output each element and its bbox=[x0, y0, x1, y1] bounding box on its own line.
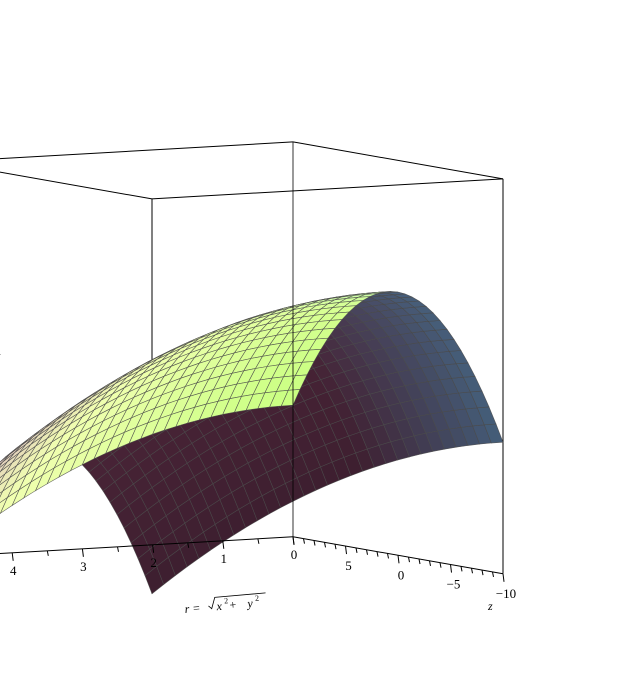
y-tick bbox=[502, 573, 505, 582]
surface-patch bbox=[280, 389, 301, 407]
x-tick bbox=[257, 538, 260, 544]
x-axis-title-y-exp: 2 bbox=[255, 594, 260, 603]
x-tick bbox=[187, 542, 190, 548]
y-tick-label: 5 bbox=[345, 558, 352, 573]
y-tick bbox=[387, 553, 389, 559]
box-edge bbox=[0, 141, 294, 160]
y-tick-label: −10 bbox=[496, 586, 516, 601]
axis-ticks: 20100−10−20−30−40−5054321050−5−10 bbox=[10, 536, 516, 601]
y-tick bbox=[324, 542, 326, 548]
y-tick bbox=[439, 562, 442, 568]
x-axis-title-prefix: r = bbox=[184, 601, 201, 616]
x-axis-title-plus: + bbox=[229, 598, 237, 613]
y-tick bbox=[429, 560, 431, 566]
x-axis-title-x: x bbox=[215, 599, 223, 614]
x-tick bbox=[46, 550, 49, 556]
x-tick bbox=[11, 552, 14, 561]
y-tick bbox=[418, 558, 421, 565]
y-tick bbox=[366, 549, 368, 555]
y-tick-label: −5 bbox=[447, 577, 461, 592]
y-tick bbox=[471, 568, 473, 574]
x-tick bbox=[152, 544, 155, 553]
x-tick-label: 1 bbox=[221, 551, 228, 566]
x-tick-label: 0 bbox=[291, 547, 298, 562]
y-tick bbox=[481, 570, 484, 576]
box-edge bbox=[151, 178, 504, 200]
x-tick-label: 3 bbox=[80, 559, 87, 574]
y-tick-label: 0 bbox=[398, 567, 405, 582]
box-edge bbox=[292, 141, 504, 180]
svg-text:2: 2 bbox=[255, 594, 260, 603]
x-axis-title-x-exp: 2 bbox=[224, 596, 229, 605]
svg-text:+: + bbox=[229, 598, 237, 613]
x-axis-title: r = x 2 + y 2 bbox=[184, 592, 266, 616]
svg-text:r =: r = bbox=[184, 601, 201, 616]
svg-text:2: 2 bbox=[224, 596, 229, 605]
svg-text:x: x bbox=[215, 599, 223, 614]
y-tick bbox=[397, 555, 400, 564]
y-tick bbox=[334, 544, 337, 550]
y-tick bbox=[450, 564, 452, 573]
x-tick bbox=[117, 546, 119, 552]
sqrt-sign bbox=[208, 592, 266, 610]
y-tick bbox=[292, 536, 295, 545]
y-axis-title: z bbox=[487, 599, 493, 613]
y-tick bbox=[376, 551, 379, 557]
x-axis-title-y: y bbox=[246, 596, 254, 611]
x-tick-label: 4 bbox=[10, 563, 17, 578]
svg-text:y: y bbox=[246, 596, 254, 611]
x-tick-label: 2 bbox=[150, 555, 157, 570]
z-axis-title: t bbox=[0, 349, 1, 363]
y-tick bbox=[460, 566, 463, 572]
y-tick bbox=[355, 547, 358, 553]
y-tick bbox=[345, 545, 347, 555]
x-tick bbox=[81, 548, 84, 557]
y-tick bbox=[408, 557, 410, 563]
y-tick bbox=[303, 538, 305, 544]
y-tick bbox=[492, 571, 494, 578]
x-tick bbox=[222, 540, 225, 549]
surface-mesh bbox=[0, 291, 504, 595]
box-edge bbox=[0, 171, 153, 200]
y-tick bbox=[313, 540, 316, 546]
